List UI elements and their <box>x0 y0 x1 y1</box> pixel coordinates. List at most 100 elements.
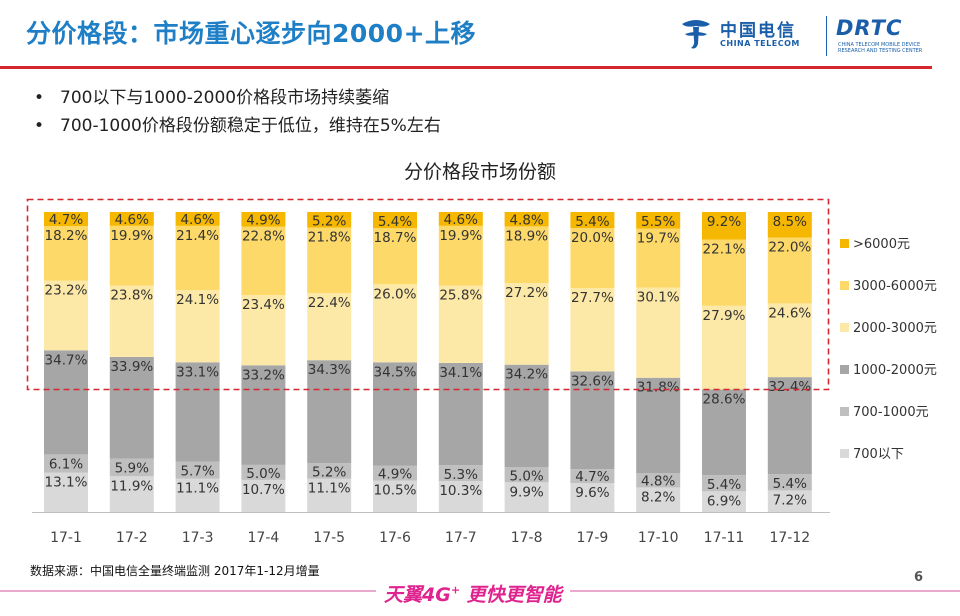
data-label: 11.9% <box>110 478 153 494</box>
legend-swatch <box>840 323 849 332</box>
bar-segment <box>307 293 352 361</box>
data-label: 32.6% <box>571 373 614 389</box>
data-label: 5.7% <box>180 464 214 480</box>
bar-segment <box>307 463 352 479</box>
data-label: 5.9% <box>115 461 149 477</box>
legend-label: 2000-3000元 <box>853 321 937 336</box>
data-label: 4.7% <box>575 469 609 485</box>
bar-segment <box>636 473 681 488</box>
bar-segment <box>109 356 154 459</box>
bar-segment <box>767 490 812 512</box>
bar-segment <box>44 212 88 227</box>
legend-label: 700-1000元 <box>853 405 929 420</box>
data-label: 21.4% <box>176 228 219 244</box>
bar-segment <box>175 461 220 479</box>
bar-segment <box>702 305 746 390</box>
bar-segment <box>702 389 746 476</box>
bar-segment <box>307 212 352 228</box>
slogan-tail: 更快更智能 <box>460 584 562 606</box>
data-label: 10.7% <box>242 482 285 498</box>
data-label: 8.2% <box>641 489 675 505</box>
bar-segment <box>175 478 220 512</box>
bar-segment <box>373 284 417 363</box>
data-label: 5.4% <box>378 214 412 230</box>
data-label: 22.1% <box>703 242 746 258</box>
data-label: 23.8% <box>110 288 153 304</box>
bar-segment <box>570 212 615 229</box>
bar-segment <box>438 481 483 512</box>
x-tick-label: 17-3 <box>182 530 214 546</box>
bar-segment <box>438 465 483 482</box>
x-tick-label: 17-10 <box>638 530 679 546</box>
legend-label: 700以下 <box>853 447 904 462</box>
data-label: 27.2% <box>505 285 548 301</box>
x-tick-label: 17-9 <box>577 530 609 546</box>
legend-label: 3000-6000元 <box>853 279 937 294</box>
data-label: 9.2% <box>707 214 741 230</box>
data-label: 27.9% <box>703 308 746 324</box>
drtc-logo-subtitle: CHINA TELECOM MOBILE DEVICE RESEARCH AND… <box>838 42 923 54</box>
x-tick-label: 17-2 <box>116 530 148 546</box>
bar-segment <box>767 303 812 378</box>
data-label: 30.1% <box>637 290 680 306</box>
data-label: 5.5% <box>641 214 675 230</box>
data-label: 27.7% <box>571 290 614 306</box>
data-label: 4.9% <box>378 467 412 483</box>
data-label: 21.8% <box>308 230 351 246</box>
bar-segment <box>767 237 812 304</box>
data-label: 4.6% <box>115 212 149 228</box>
bar-segment <box>241 226 286 296</box>
bar-segment <box>504 482 549 512</box>
bar-segment <box>307 227 352 293</box>
data-label: 6.9% <box>707 493 741 509</box>
bar-segment <box>109 458 154 477</box>
bar-segment <box>570 483 615 512</box>
logo-divider <box>826 16 827 56</box>
bar-segment <box>241 295 286 366</box>
x-tick-label: 17-8 <box>511 530 543 546</box>
slogan-main: 天翼4G <box>384 584 451 606</box>
data-label: 13.1% <box>45 475 88 491</box>
bar-segment <box>438 225 483 286</box>
data-label: 18.2% <box>45 228 88 244</box>
data-label: 32.4% <box>768 379 811 395</box>
data-label: 34.1% <box>439 365 482 381</box>
china-telecom-logo-icon <box>682 20 710 49</box>
data-label: 5.2% <box>312 214 346 230</box>
bar-segment <box>438 285 483 363</box>
data-label: 33.9% <box>110 359 153 375</box>
bar-segment <box>241 479 286 512</box>
data-label: 19.7% <box>637 230 680 246</box>
bar-segment <box>767 212 812 238</box>
slogan: 天翼4G+ 更快更智能 <box>376 580 570 607</box>
bar-segment <box>241 212 286 227</box>
source-note: 数据来源：中国电信全量终端监测 2017年1-12月增量 <box>30 564 320 578</box>
bar-segment <box>570 228 615 289</box>
x-tick-label: 17-7 <box>445 530 477 546</box>
data-label: 26.0% <box>374 286 417 302</box>
bar-segment <box>504 283 549 365</box>
bar-segment <box>307 478 352 512</box>
legend-swatch <box>840 281 849 290</box>
data-label: 18.9% <box>505 228 548 244</box>
x-tick-label: 17-11 <box>704 530 745 546</box>
data-label: 9.6% <box>575 485 609 501</box>
data-label: 11.1% <box>308 481 351 497</box>
bar-segment <box>636 287 681 378</box>
chart-title: 分价格段市场份额 <box>404 161 556 183</box>
data-label: 25.8% <box>439 288 482 304</box>
bar-segment <box>438 212 483 226</box>
bar-segment <box>504 467 549 483</box>
data-label: 24.1% <box>176 292 219 308</box>
bar-segment <box>570 469 615 484</box>
data-label: 6.1% <box>49 456 83 472</box>
data-label: 34.5% <box>374 364 417 380</box>
bar-segment <box>44 226 88 281</box>
slogan-sup: + <box>450 583 461 597</box>
bar-segment <box>241 365 286 465</box>
bar-segment <box>702 212 746 240</box>
bullet-item: 700以下与1000-2000价格段市场持续萎缩 <box>34 84 441 112</box>
bar-segment <box>570 288 615 372</box>
data-label: 22.0% <box>768 239 811 255</box>
